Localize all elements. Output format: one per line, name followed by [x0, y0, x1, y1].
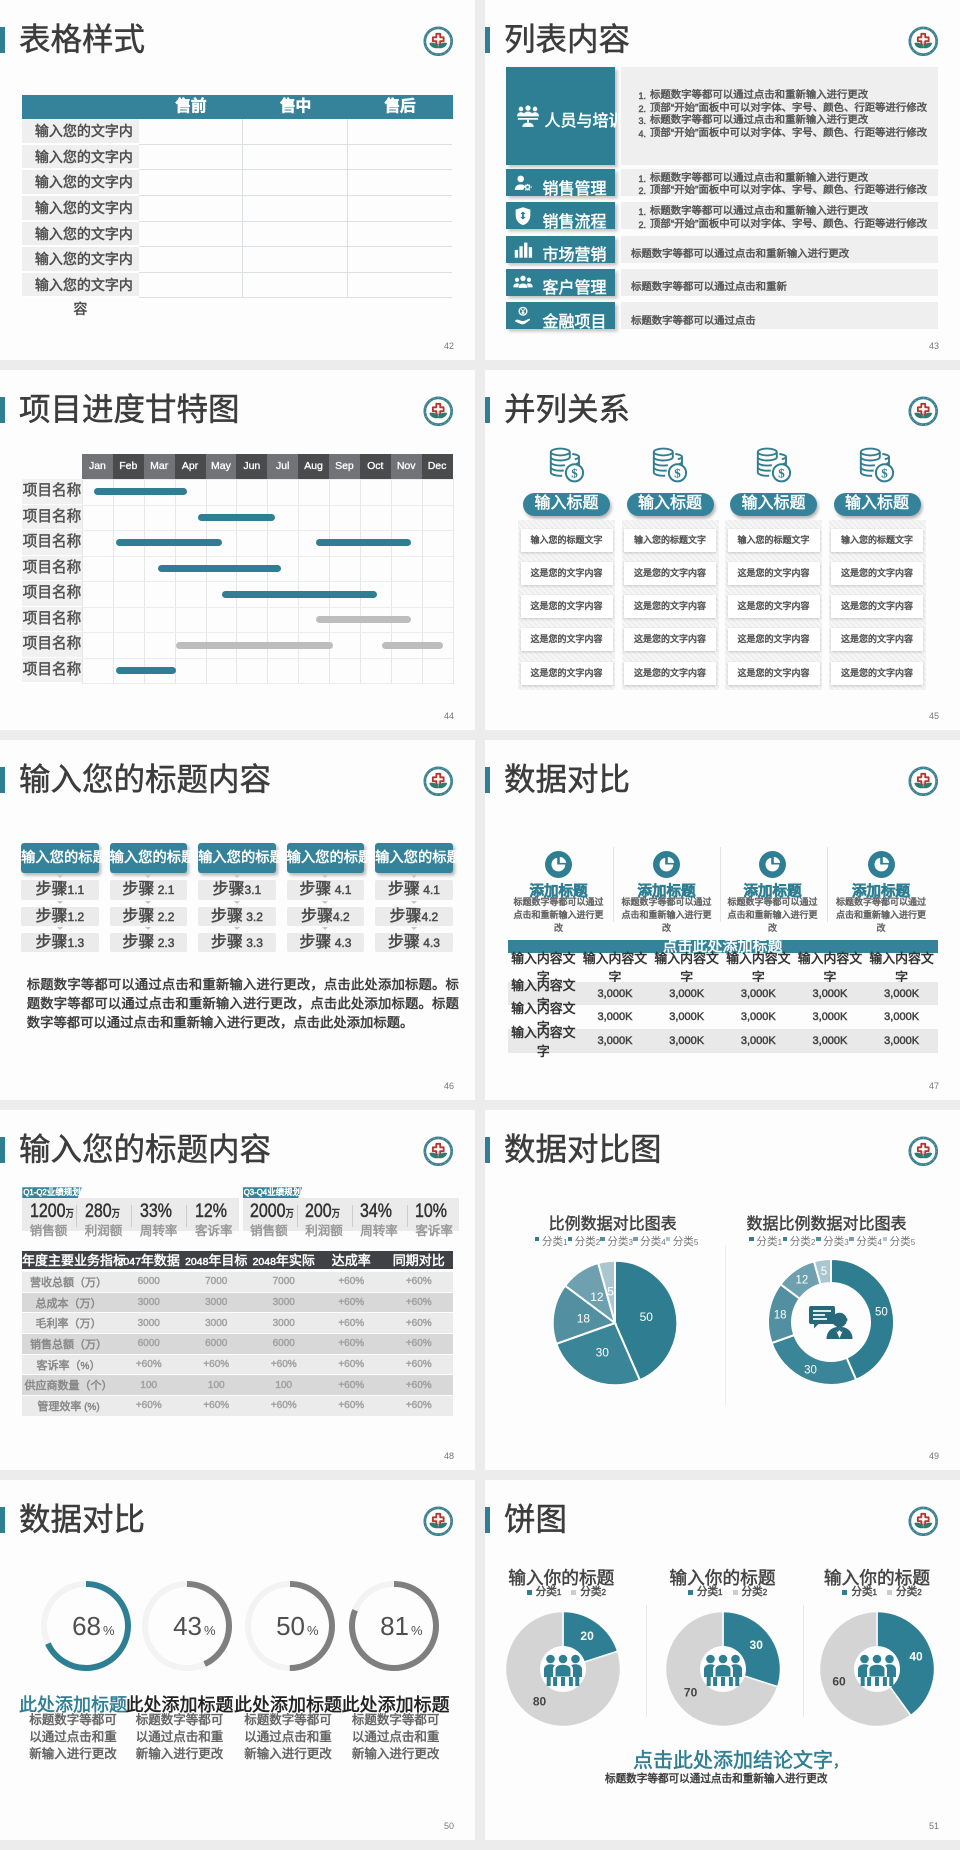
- svg-text:30: 30: [804, 1364, 817, 1376]
- svg-text:5: 5: [821, 1266, 827, 1278]
- svg-text:50: 50: [640, 1310, 654, 1324]
- svg-text:18: 18: [774, 1309, 787, 1321]
- svg-text:68: 68: [72, 1611, 101, 1641]
- svg-text:70: 70: [683, 1685, 697, 1699]
- svg-text:5: 5: [607, 1285, 614, 1299]
- svg-text:60: 60: [832, 1674, 846, 1688]
- svg-text:12: 12: [590, 1290, 604, 1304]
- svg-text:$: $: [674, 466, 681, 481]
- svg-text:$: $: [571, 466, 578, 481]
- svg-text:30: 30: [596, 1346, 610, 1360]
- svg-text:%: %: [103, 1623, 115, 1638]
- svg-text:%: %: [411, 1623, 423, 1638]
- svg-text:%: %: [204, 1623, 216, 1638]
- svg-text:20: 20: [580, 1628, 594, 1642]
- svg-text:50: 50: [875, 1306, 888, 1318]
- svg-text:43: 43: [173, 1611, 202, 1641]
- svg-text:50: 50: [276, 1611, 305, 1641]
- svg-text:40: 40: [909, 1649, 923, 1663]
- svg-text:80: 80: [532, 1694, 546, 1708]
- svg-text:30: 30: [749, 1637, 763, 1651]
- svg-text:18: 18: [577, 1312, 591, 1326]
- svg-text:$: $: [881, 466, 888, 481]
- svg-text:%: %: [307, 1623, 319, 1638]
- svg-text:81: 81: [380, 1611, 409, 1641]
- svg-text:$: $: [778, 466, 785, 481]
- svg-text:12: 12: [796, 1274, 809, 1286]
